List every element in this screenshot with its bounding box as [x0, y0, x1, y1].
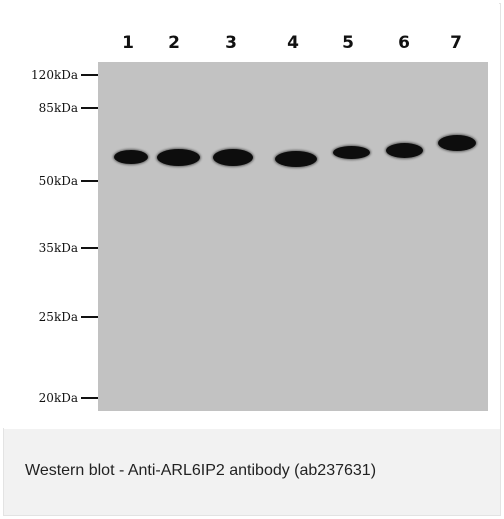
marker-label: 35kDa	[38, 241, 78, 255]
marker-label: 25kDa	[38, 310, 78, 324]
lane-label-4: 4	[287, 33, 299, 53]
marker-label: 50kDa	[38, 174, 78, 188]
marker-tick	[81, 397, 98, 399]
marker-50kda: 50kDa	[3, 173, 98, 189]
lane-label-7: 7	[450, 33, 462, 53]
lane-label-6: 6	[398, 33, 410, 53]
blot-membrane	[98, 62, 488, 411]
marker-tick	[81, 316, 98, 318]
marker-tick	[81, 74, 98, 76]
marker-label: 120kDa	[31, 68, 78, 82]
marker-tick	[81, 107, 98, 109]
lane-label-3: 3	[225, 33, 237, 53]
band-lane-5	[333, 146, 370, 159]
marker-120kda: 120kDa	[3, 67, 98, 83]
band-lane-7	[438, 135, 476, 151]
marker-25kda: 25kDa	[3, 309, 98, 325]
marker-35kda: 35kDa	[3, 240, 98, 256]
marker-85kda: 85kDa	[3, 100, 98, 116]
band-lane-1	[114, 150, 148, 164]
caption-area: Western blot - Anti-ARL6IP2 antibody (ab…	[4, 429, 500, 515]
marker-tick	[81, 180, 98, 182]
western-blot-figure: 1 2 3 4 5 6 7 120kDa 85kDa 50kDa 35kDa 2…	[3, 3, 499, 428]
band-lane-2	[157, 149, 200, 166]
band-lane-6	[386, 143, 423, 158]
lane-label-1: 1	[122, 33, 134, 53]
marker-20kda: 20kDa	[3, 390, 98, 406]
marker-label: 20kDa	[38, 391, 78, 405]
figure-caption: Western blot - Anti-ARL6IP2 antibody (ab…	[25, 462, 377, 479]
lane-label-2: 2	[168, 33, 180, 53]
marker-label: 85kDa	[38, 101, 78, 115]
lane-label-5: 5	[342, 33, 354, 53]
marker-tick	[81, 247, 98, 249]
band-lane-3	[213, 149, 253, 166]
band-lane-4	[275, 151, 317, 167]
